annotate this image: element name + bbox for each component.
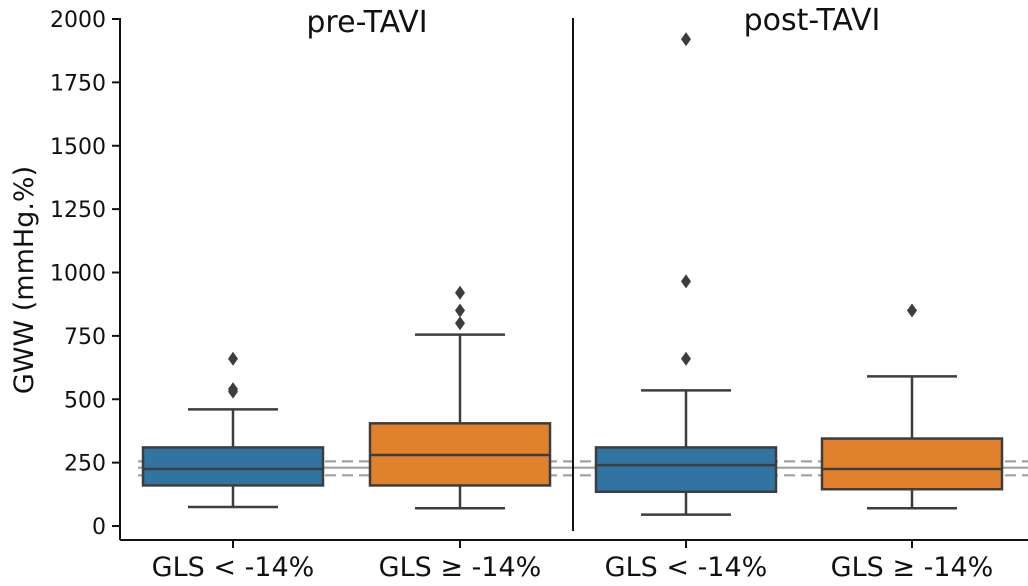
x-tick-label: GLS ≥ -14%	[831, 552, 994, 583]
box-iqr	[820, 437, 1004, 491]
box-2	[594, 32, 778, 516]
outlier-point	[455, 316, 465, 331]
x-tick-label: GLS ≥ -14%	[379, 552, 542, 583]
y-axis-title: GWW (mmHg.%)	[9, 166, 40, 394]
panel-title-post-tavi: post-TAVI	[744, 3, 881, 38]
x-tick-label: GLS < -14%	[152, 552, 315, 583]
box-iqr	[594, 446, 778, 494]
outlier-point	[681, 274, 691, 289]
y-tick-label: 1000	[50, 262, 106, 287]
outlier-point	[455, 285, 465, 300]
labels: pre-TAVI post-TAVI 0 250 500 750 1000 1250 150…	[50, 3, 993, 583]
box-3	[820, 303, 1004, 510]
outlier-point	[907, 303, 917, 318]
y-tick-label: 250	[64, 452, 106, 477]
box-1	[368, 285, 552, 510]
x-tick-label: GLS < -14%	[605, 552, 768, 583]
axes: GWW (mmHg.%)	[9, 18, 1028, 548]
y-tick-label: 2000	[50, 8, 106, 33]
panel-title-pre-tavi: pre-TAVI	[306, 5, 427, 40]
box-iqr	[141, 446, 325, 487]
outlier-point	[228, 351, 238, 366]
outlier-point	[228, 382, 238, 397]
y-tick-label: 1500	[50, 135, 106, 160]
outlier-point	[455, 303, 465, 318]
y-tick-label: 750	[64, 325, 106, 350]
outlier-point	[681, 351, 691, 366]
box-0	[141, 351, 325, 509]
outlier-point	[681, 32, 691, 47]
y-tick-label: 500	[64, 388, 106, 413]
y-tick-label: 0	[92, 515, 106, 540]
y-tick-label: 1250	[50, 198, 106, 223]
box-layer	[141, 32, 1004, 516]
y-tick-label: 1750	[50, 71, 106, 96]
